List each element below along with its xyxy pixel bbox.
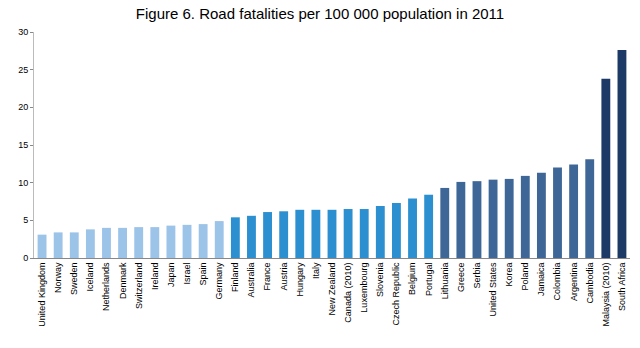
svg-text:Denmark: Denmark <box>118 262 128 299</box>
svg-text:Ireland: Ireland <box>150 263 160 291</box>
svg-text:Sweden: Sweden <box>69 263 79 296</box>
svg-text:United States: United States <box>488 262 498 317</box>
svg-text:Czech Republic: Czech Republic <box>391 262 401 326</box>
svg-text:Korea: Korea <box>504 263 514 287</box>
svg-text:Greece: Greece <box>456 263 466 293</box>
svg-text:Italy: Italy <box>311 262 321 279</box>
svg-text:30: 30 <box>18 27 28 37</box>
svg-text:Germany: Germany <box>214 262 224 300</box>
svg-text:10: 10 <box>18 178 28 188</box>
svg-text:Norway: Norway <box>53 262 63 293</box>
svg-text:0: 0 <box>23 253 28 263</box>
svg-text:5: 5 <box>23 215 28 225</box>
svg-text:15: 15 <box>18 140 28 150</box>
svg-text:Colombia: Colombia <box>552 263 562 301</box>
svg-text:Australia: Australia <box>246 263 256 298</box>
svg-text:Luxembourg: Luxembourg <box>359 263 369 313</box>
svg-text:Slovenia: Slovenia <box>375 263 385 298</box>
svg-text:Argentina: Argentina <box>569 263 579 302</box>
svg-text:20: 20 <box>18 102 28 112</box>
svg-text:Lithuania: Lithuania <box>440 263 450 300</box>
svg-text:Serbia: Serbia <box>472 263 482 289</box>
svg-text:Poland: Poland <box>520 263 530 291</box>
svg-text:Belgium: Belgium <box>407 263 417 296</box>
svg-text:France: France <box>262 263 272 291</box>
svg-text:Canada (2010): Canada (2010) <box>343 263 353 323</box>
svg-text:Figure 6. Road fatalities per: Figure 6. Road fatalities per 100 000 po… <box>136 5 504 22</box>
svg-text:Netherlands: Netherlands <box>101 262 111 311</box>
svg-text:United Kingdom: United Kingdom <box>37 263 47 327</box>
svg-text:Israel: Israel <box>182 263 192 285</box>
svg-text:Japan: Japan <box>166 263 176 288</box>
svg-text:South Africa: South Africa <box>617 263 627 312</box>
svg-text:25: 25 <box>18 65 28 75</box>
svg-text:Hungary: Hungary <box>295 262 305 297</box>
svg-text:Austria: Austria <box>279 263 289 291</box>
svg-text:New Zealand: New Zealand <box>327 263 337 316</box>
svg-text:Portugal: Portugal <box>424 263 434 297</box>
svg-text:Jamaica: Jamaica <box>536 263 546 297</box>
svg-text:Spain: Spain <box>198 263 208 286</box>
svg-text:Cambodia: Cambodia <box>585 263 595 304</box>
svg-text:Switzerland: Switzerland <box>134 263 144 310</box>
svg-text:Finland: Finland <box>230 263 240 293</box>
svg-text:Iceland: Iceland <box>85 263 95 292</box>
svg-text:Malaysia (2010): Malaysia (2010) <box>601 263 611 327</box>
